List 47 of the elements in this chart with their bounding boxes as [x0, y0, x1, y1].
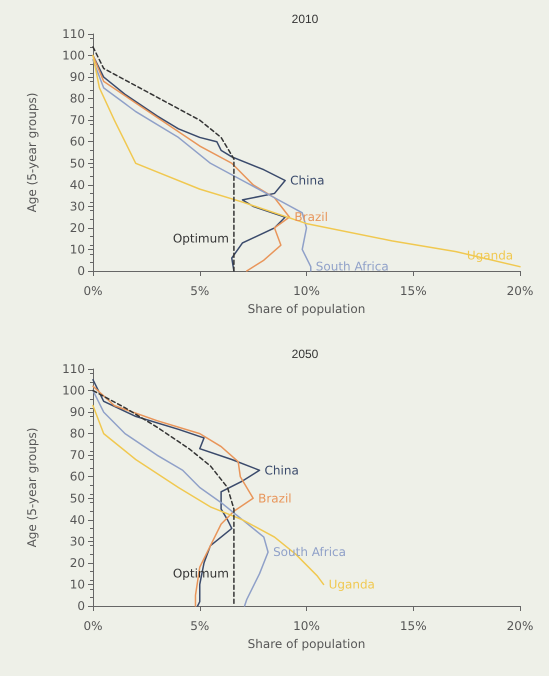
x-tick-label: 5% [190, 619, 210, 633]
y-tick-label: 0 [77, 599, 85, 613]
series-label: China [264, 463, 299, 478]
y-tick-label: 70 [70, 448, 85, 462]
series-label: China [290, 174, 324, 188]
x-tick-label: 10% [293, 619, 320, 633]
x-tick-label: 10% [293, 284, 320, 298]
y-tick-label: 110 [62, 27, 85, 41]
x-tick-label: 0% [83, 619, 103, 633]
y-tick-label: 90 [70, 405, 85, 420]
y-tick-label: 80 [70, 92, 85, 106]
x-tick-label: 15% [400, 619, 427, 633]
x-axis-title: Share of population [248, 637, 366, 651]
y-tick-label: 60 [70, 470, 85, 484]
y-tick-label: 50 [70, 156, 85, 170]
series-label: South Africa [316, 260, 389, 274]
chart-title: 2010 [292, 12, 319, 26]
y-tick-label: 20 [70, 556, 85, 570]
y-axis-title: Age (5-year groups) [25, 428, 39, 548]
y-tick-label: 30 [70, 199, 85, 214]
x-tick-label: 20% [506, 619, 534, 633]
x-tick-label: 15% [400, 284, 427, 298]
y-tick-label: 60 [70, 134, 85, 149]
series-label: Uganda [328, 577, 375, 592]
x-tick-label: 20% [506, 284, 534, 298]
y-tick-label: 70 [70, 113, 85, 128]
y-tick-label: 10 [70, 577, 85, 592]
chart-title: 2050 [292, 347, 319, 361]
x-axis-title: Share of population [248, 302, 366, 316]
y-tick-label: 30 [70, 534, 85, 548]
y-tick-label: 20 [70, 220, 85, 235]
y-tick-label: 100 [62, 384, 85, 398]
series-label: Optimum [172, 232, 229, 246]
y-tick-label: 0 [77, 264, 85, 278]
y-tick-label: 10 [70, 242, 85, 256]
line-series [92, 46, 235, 272]
y-axis-title: Age (5-year groups) [25, 92, 39, 212]
y-tick-label: 100 [62, 48, 85, 63]
y-tick-label: 80 [70, 426, 85, 441]
x-tick-label: 5% [190, 284, 210, 298]
y-tick-label: 50 [70, 491, 85, 506]
x-tick-label: 0% [83, 284, 103, 298]
series-label: Brazil [258, 491, 292, 506]
y-tick-label: 110 [62, 362, 85, 376]
y-tick-label: 90 [70, 70, 85, 84]
y-tick-label: 40 [70, 178, 85, 192]
y-tick-label: 40 [70, 512, 85, 527]
